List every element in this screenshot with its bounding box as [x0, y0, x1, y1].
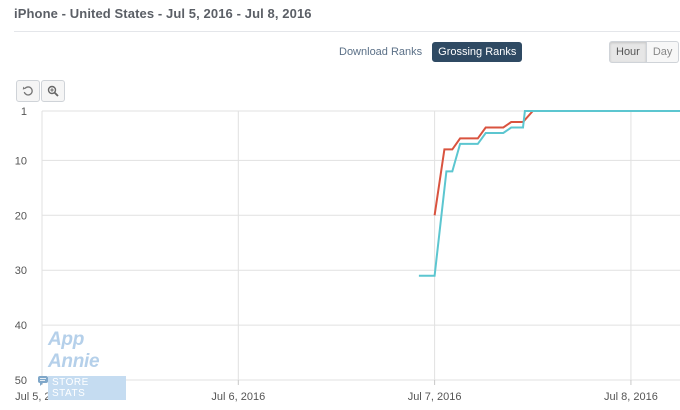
- series-lines: [418, 110, 680, 277]
- day-button[interactable]: Day: [646, 41, 680, 63]
- download-ranks-button[interactable]: Download Ranks: [339, 46, 423, 58]
- granularity-toggle: Hour Day: [609, 41, 680, 63]
- hour-button[interactable]: Hour: [609, 41, 647, 63]
- series-line-2: [418, 110, 680, 277]
- annotation-icon[interactable]: [37, 375, 49, 387]
- x-tick-label: Jul 7, 2016: [408, 391, 462, 403]
- y-tick-label: 30: [15, 265, 27, 277]
- reset-zoom-icon: [22, 86, 33, 96]
- title-divider: [14, 31, 680, 32]
- app-annie-watermark: App Annie STORE STATS: [48, 329, 126, 401]
- series-line-1: [433, 110, 680, 216]
- x-tick-label: Jul 6, 2016: [211, 391, 265, 403]
- y-tick-label: 10: [15, 155, 27, 167]
- watermark-subtitle: STORE STATS: [48, 376, 126, 400]
- y-tick-label: 40: [15, 320, 27, 332]
- rank-type-toggle: Download Ranks Grossing Ranks: [333, 42, 523, 62]
- grossing-ranks-button[interactable]: Grossing Ranks: [432, 42, 523, 62]
- watermark-logo: App Annie: [48, 329, 100, 372]
- page-title: iPhone - United States - Jul 5, 2016 - J…: [14, 6, 312, 21]
- grid-lines: [41, 110, 680, 385]
- y-tick-label: 1: [21, 106, 27, 118]
- y-tick-label: 50: [15, 375, 27, 387]
- y-tick-label: 20: [15, 210, 27, 222]
- zoom-button[interactable]: [41, 80, 65, 102]
- y-axis-ticks: 1 10 20 30 40 50: [15, 106, 27, 387]
- zoom-magnifier-icon: [47, 85, 59, 97]
- x-tick-label: Jul 8, 2016: [604, 391, 658, 403]
- reset-zoom-button[interactable]: [16, 80, 40, 102]
